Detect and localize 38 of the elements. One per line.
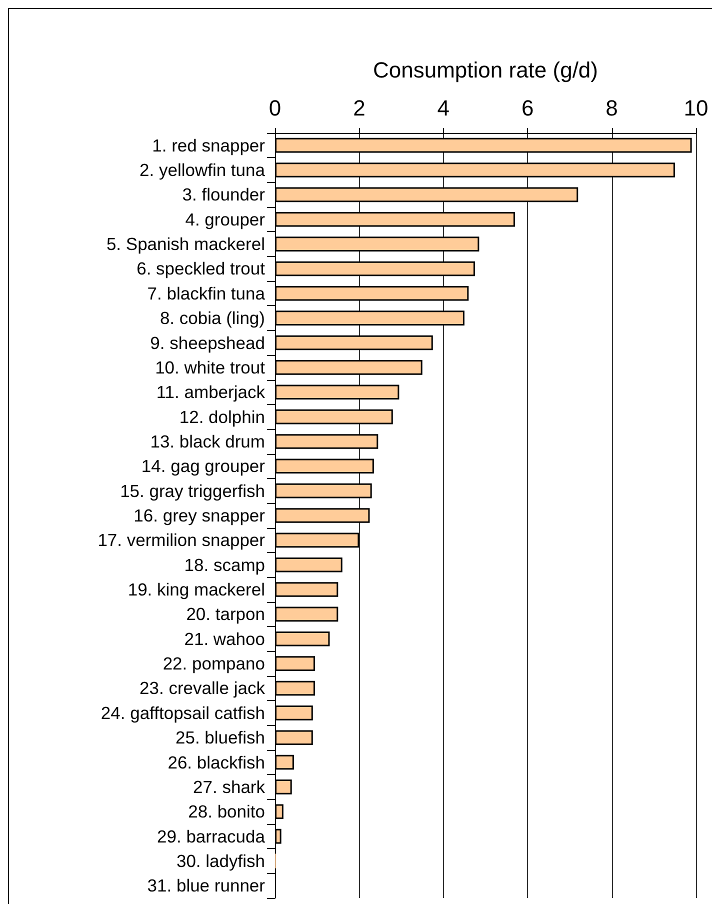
y-tick-label: 30. ladyfish xyxy=(176,850,265,871)
y-tick-label: 21. wahoo xyxy=(184,628,265,649)
x-tick-label: 0 xyxy=(268,96,282,120)
y-tick-label: 24. gafftopsail catfish xyxy=(100,702,265,723)
y-tick-label: 28. bonito xyxy=(188,802,265,822)
y-tick-label: 15. gray triggerfish xyxy=(120,480,265,501)
y-tick-label: 29. barracuda xyxy=(157,826,266,846)
y-tick-label: 2. yellowfin tuna xyxy=(140,160,266,180)
y-tick-label: 22. pompano xyxy=(162,654,265,674)
y-tick-label: 14. gag grouper xyxy=(141,456,266,476)
x-tick-label: 2 xyxy=(353,96,366,120)
x-tick-label: 4 xyxy=(437,96,450,120)
y-tick-label: 11. amberjack xyxy=(156,382,266,402)
y-tick-label: 16. grey snapper xyxy=(134,506,266,526)
x-tick-label: 6 xyxy=(521,96,534,120)
y-tick-label: 3. flounder xyxy=(182,184,266,205)
y-tick-label: 9. sheepshead xyxy=(150,332,265,353)
y-tick-label: 4. grouper xyxy=(185,209,266,230)
y-tick-label: 20. tarpon xyxy=(186,604,265,624)
y-tick-label: 25. bluefish xyxy=(175,728,265,748)
y-tick-label: 10. white trout xyxy=(155,357,266,378)
y-tick-label: 12. dolphin xyxy=(179,406,265,427)
y-tick-label: 6. speckled trout xyxy=(136,258,266,279)
x-axis-title: Consumption rate (g/d) xyxy=(373,58,598,82)
y-tick-label: 18. scamp xyxy=(184,554,265,575)
y-tick-label: 27. shark xyxy=(193,776,266,797)
y-tick-label: 23. crevalle jack xyxy=(140,678,266,698)
x-tick-label: 10 xyxy=(684,96,708,120)
y-tick-label: 31. blue runner xyxy=(147,876,266,896)
y-tick-label: 26. blackfish xyxy=(168,752,265,772)
y-tick-label: 17. vermilion snapper xyxy=(98,530,266,550)
y-tick-label: 7. blackfin tuna xyxy=(147,283,266,304)
y-tick-label: 13. black drum xyxy=(150,431,265,452)
y-tick-label: 8. cobia (ling) xyxy=(160,308,265,328)
x-tick-label: 8 xyxy=(606,96,618,120)
y-tick-label: 19. king mackerel xyxy=(128,580,265,600)
y-tick-label: 1. red snapper xyxy=(152,135,266,156)
y-tick-label: 5. Spanish mackerel xyxy=(106,234,265,254)
